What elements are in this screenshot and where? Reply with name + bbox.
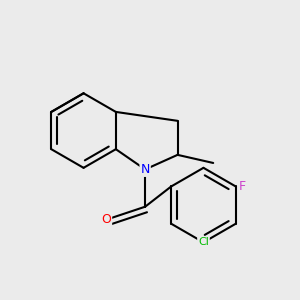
Text: F: F: [239, 180, 246, 193]
Text: O: O: [101, 213, 111, 226]
Text: N: N: [140, 163, 150, 176]
Text: Cl: Cl: [198, 237, 209, 248]
